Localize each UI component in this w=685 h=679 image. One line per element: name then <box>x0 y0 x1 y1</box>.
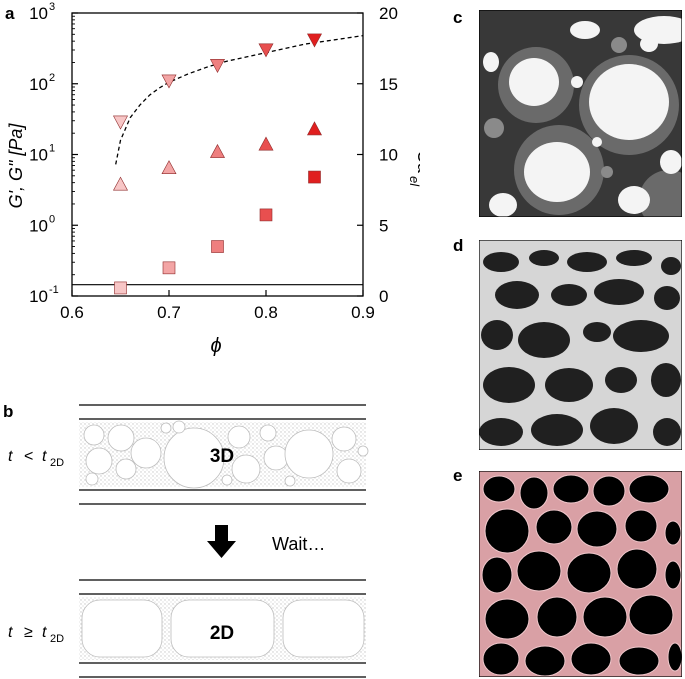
data-point-triangle-up <box>258 136 274 151</box>
x-tick-label: 0.6 <box>60 303 84 322</box>
y-left-tick-label: 10 <box>29 4 48 23</box>
data-point-square <box>162 261 176 275</box>
data-point-square <box>114 281 127 295</box>
y-left-tick-exponent: 2 <box>49 72 55 84</box>
y-axis-left-label: G', G" [Pa] <box>6 123 26 209</box>
condition-bottom-t2: t <box>42 624 47 641</box>
y-left-tick-label: 10 <box>29 216 48 235</box>
segmented-foam-image <box>479 471 682 677</box>
bubbles-3d <box>83 420 369 489</box>
data-point-square <box>308 170 321 184</box>
panel-label-b: b <box>3 402 14 421</box>
wait-label: Wait… <box>272 534 325 554</box>
condition-top-sub: 2D <box>50 457 64 469</box>
data-point-triangle-up <box>209 143 226 158</box>
tomography-render <box>479 240 682 450</box>
data-point-triangle-up <box>161 160 177 175</box>
condition-bottom-t: t <box>8 624 13 641</box>
condition-top-t2: t <box>42 448 47 465</box>
panel-label-a: a <box>5 4 15 23</box>
panel-label-d: d <box>453 236 464 255</box>
data-point-triangle-up <box>306 121 323 136</box>
y-left-tick-label: 10 <box>29 287 48 306</box>
x-tick-label: 0.8 <box>254 303 278 322</box>
y-axis-right-label: Ca <box>414 150 420 173</box>
data-point-square <box>259 208 273 222</box>
panel-label-c: c <box>453 8 463 27</box>
data-point-triangle-down <box>258 43 274 58</box>
down-arrow-icon <box>207 525 236 558</box>
data-point-square <box>211 240 224 253</box>
y-left-tick-label: 10 <box>29 146 48 165</box>
condition-top-t: t <box>8 448 13 465</box>
y-right-tick-label: 10 <box>379 146 398 165</box>
y-axis-right-label-subscript: el <box>407 176 420 187</box>
fit-curve <box>115 34 364 165</box>
data-point-triangle-up <box>112 176 129 191</box>
x-tick-label: 0.9 <box>351 303 375 322</box>
label-2d: 2D <box>210 623 234 644</box>
y-left-tick-exponent: -1 <box>49 284 59 296</box>
panel-label-e: e <box>453 466 463 485</box>
data-point-triangle-down <box>161 74 177 89</box>
x-axis-label: ϕ <box>210 335 221 357</box>
hele-shaw-schematic: 3D t < t 2D Wait… 2D t ≥ t 2D <box>8 404 369 678</box>
condition-top-op: < <box>24 448 33 465</box>
y-left-tick-exponent: 1 <box>49 143 55 155</box>
label-3d: 3D <box>210 446 234 467</box>
data-point-triangle-down <box>306 33 323 48</box>
y-right-tick-label: 0 <box>379 287 388 306</box>
y-right-tick-label: 20 <box>379 4 398 23</box>
bubbles-2d <box>81 599 365 658</box>
x-tick-label: 0.7 <box>157 303 181 322</box>
micrograph-3d-foam <box>479 10 682 217</box>
y-right-tick-label: 5 <box>379 216 388 235</box>
y-left-tick-label: 10 <box>29 75 48 94</box>
y-left-tick-exponent: 3 <box>49 1 55 13</box>
data-point-triangle-down <box>112 115 129 130</box>
data-point-triangle-down <box>209 59 226 73</box>
y-right-tick-label: 15 <box>379 75 398 94</box>
y-left-tick-exponent: 0 <box>49 213 55 225</box>
condition-bottom-sub: 2D <box>50 633 64 645</box>
condition-bottom-op: ≥ <box>24 624 33 641</box>
